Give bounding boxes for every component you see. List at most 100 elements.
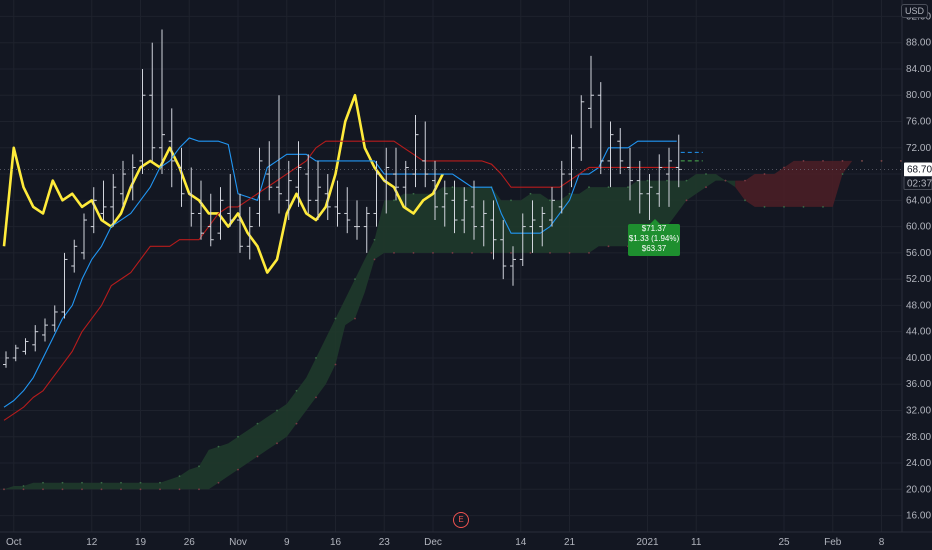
ohlc-bar-21 (207, 193, 214, 247)
ohlc-bar-53 (519, 213, 526, 266)
span-a-dot-36 (354, 278, 356, 281)
price-axis[interactable]: 92.0088.0084.0080.0076.0072.0068.0064.00… (901, 0, 932, 550)
price-tick-label-7: 64.00 (906, 195, 931, 206)
span-b-dot-74 (724, 179, 727, 182)
span-a-dot-4 (42, 481, 44, 484)
span-b-dot-76 (744, 179, 746, 182)
span-a-dot-12 (120, 481, 122, 484)
price-tick-label-15: 32.00 (906, 405, 931, 416)
span-a-dot-62 (607, 186, 610, 189)
currency-label[interactable]: USD (900, 4, 928, 18)
ohlc-bar-38 (373, 160, 380, 227)
span-b-dot-22 (217, 481, 220, 484)
price-tick-label-10: 52.00 (906, 274, 931, 285)
span-a-dot-22 (217, 445, 220, 448)
countdown-tag (903, 175, 932, 190)
ohlc-bar-13 (129, 154, 136, 201)
span-a-dot-68 (666, 179, 668, 182)
span-a-dot-38 (373, 238, 376, 241)
ohlc-bar-31 (305, 154, 312, 214)
span-a-dot-40 (393, 199, 395, 202)
ohlc-bar-64 (627, 147, 633, 201)
span-b-dot-60 (588, 251, 590, 254)
ohlc-bar-14 (139, 68, 146, 175)
span-b-dot-14 (139, 488, 142, 491)
price-tick-label-5: 72.00 (906, 143, 931, 154)
span-b-dot-40 (393, 251, 395, 254)
span-b-dot-54 (529, 251, 532, 254)
time-tick-label-9: 14 (515, 537, 527, 548)
ohlc-bar-19 (188, 167, 195, 227)
measure-line-3: $63.37 (641, 244, 667, 253)
ohlc-bar-4 (42, 318, 48, 342)
span-b-dot-0 (3, 488, 5, 491)
ohlc-bar-6 (61, 252, 68, 319)
ohlc-bar-26 (256, 147, 263, 227)
time-axis[interactable]: Oct 12 19 26 Nov 9 16 23 Dec 14 21 2021 11 25 Feb 8 (0, 531, 932, 550)
time-tick-label-11: 2021 (636, 537, 659, 548)
ichimoku-cloud (3, 160, 931, 491)
span-a-dot-28 (276, 409, 278, 412)
span-b-dot-48 (471, 251, 473, 254)
span-a-dot-70 (685, 179, 688, 182)
span-b-dot-82 (802, 160, 805, 162)
price-tick-label-8: 60.00 (906, 222, 931, 233)
ohlc-bar-20 (198, 180, 204, 240)
time-tick-label-1: 12 (86, 537, 98, 548)
time-tick-label-14: Feb (824, 537, 842, 548)
measure-tooltip: $71.37 $1.33 (1.94%) $63.37 (628, 219, 680, 256)
ohlc-bar-0 (3, 351, 9, 368)
span-b-dot-4 (42, 488, 44, 491)
time-tick-label-5: 9 (284, 537, 290, 548)
span-a-dot-78 (763, 205, 766, 208)
ohlc-bar-37 (363, 206, 370, 253)
price-tick-label-9: 56.00 (906, 248, 931, 259)
span-b-dot-20 (198, 488, 200, 491)
ohlc-bar-33 (324, 174, 331, 221)
span-a-dot-18 (178, 475, 181, 478)
span-b-dot-62 (607, 245, 610, 248)
ohlc-bar-54 (529, 200, 536, 253)
span-b-dot-80 (783, 166, 785, 169)
price-tick-label-2: 84.00 (906, 64, 931, 75)
span-a-dot-56 (549, 199, 551, 202)
span-a-dot-52 (510, 199, 512, 202)
span-a-dot-64 (627, 186, 629, 189)
span-a-dot-58 (568, 192, 571, 195)
span-b-dot-26 (256, 455, 259, 458)
ohlc-bar-3 (32, 325, 39, 352)
span-a-dot-84 (822, 205, 824, 208)
span-a-dot-66 (646, 179, 649, 182)
ohlc-bar-65 (636, 160, 643, 214)
span-a-dot-2 (22, 485, 25, 487)
price-bars (3, 29, 682, 368)
earnings-icon[interactable]: E (453, 512, 469, 528)
ohlc-bar-62 (607, 121, 614, 188)
time-tick-label-7: 23 (379, 537, 391, 548)
time-tick-label-13: 25 (778, 537, 790, 548)
ohlc-bar-36 (354, 200, 360, 240)
span-b-dot-24 (237, 468, 239, 471)
span-a-dot-10 (100, 481, 103, 484)
span-a-dot-80 (783, 205, 785, 208)
ohlc-bar-27 (266, 141, 273, 201)
span-a-dot-30 (295, 389, 298, 392)
span-a-dot-24 (237, 435, 239, 438)
span-b-dot-52 (510, 251, 512, 254)
ohlc-bar-10 (100, 180, 107, 221)
ohlc-bar-66 (646, 174, 653, 221)
span-b-dot-42 (412, 251, 415, 254)
ohlc-bar-15 (149, 42, 156, 161)
span-b-dot-18 (178, 488, 181, 491)
ohlc-bar-56 (549, 187, 555, 227)
span-b-dot-56 (549, 251, 551, 254)
span-b-dot-70 (685, 199, 688, 202)
time-tick-label-10: 21 (564, 537, 576, 548)
span-b-dot-38 (373, 258, 376, 261)
series-line-0 (2, 93, 444, 274)
span-b-dot-86 (841, 160, 844, 162)
price-tick-label-13: 40.00 (906, 353, 931, 364)
ohlc-bar-32 (315, 160, 321, 221)
ohlc-bar-44 (432, 160, 438, 221)
